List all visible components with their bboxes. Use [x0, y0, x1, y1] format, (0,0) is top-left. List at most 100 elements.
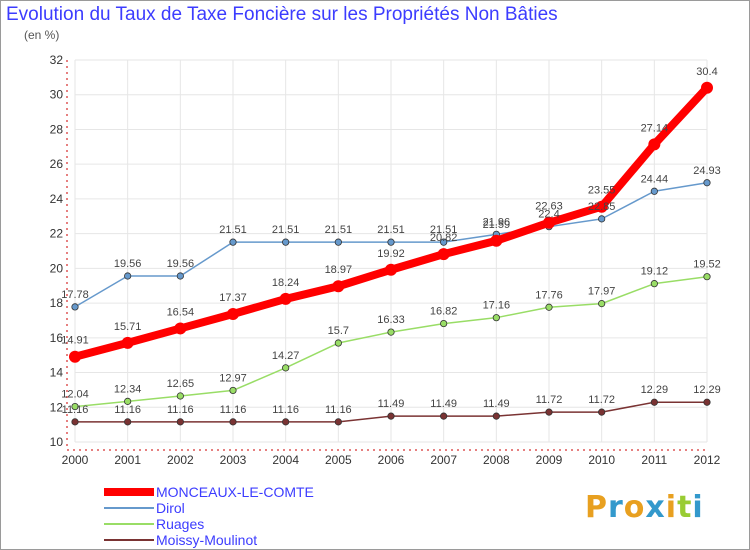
data-label: 19.92 — [377, 248, 405, 260]
data-label: 12.29 — [693, 384, 721, 396]
data-point — [492, 412, 500, 420]
y-tick-label: 12 — [50, 400, 64, 414]
legend-swatch-monceaux — [104, 488, 154, 496]
data-point — [282, 238, 290, 246]
data-label: 17.97 — [588, 286, 616, 298]
data-point — [229, 238, 237, 246]
data-point — [176, 418, 184, 426]
data-point — [385, 263, 397, 276]
y-tick-label: 24 — [50, 192, 64, 206]
data-point — [69, 350, 81, 363]
data-label: 20.82 — [430, 232, 458, 244]
x-tick-label: 2009 — [536, 453, 563, 467]
logo-letter: i — [692, 490, 704, 525]
data-point — [174, 322, 187, 335]
data-point — [440, 412, 448, 420]
data-label: 11.49 — [483, 398, 510, 410]
data-point — [124, 272, 132, 280]
data-point — [545, 303, 553, 311]
data-label: 24.93 — [693, 165, 721, 177]
y-tick-label: 32 — [50, 53, 64, 67]
y-tick-label: 10 — [50, 435, 64, 449]
data-point — [334, 339, 342, 347]
data-label: 14.27 — [272, 350, 300, 362]
legend-swatch-moissy — [104, 539, 154, 541]
data-point — [387, 412, 395, 420]
data-point — [124, 397, 132, 405]
legend-label-moissy: Moissy-Moulinot — [156, 532, 258, 548]
y-tick-label: 20 — [50, 261, 64, 275]
data-point — [71, 402, 79, 411]
data-point — [490, 234, 503, 247]
logo-letter: o — [623, 490, 646, 525]
data-label: 17.37 — [219, 292, 247, 304]
data-label: 21.96 — [483, 216, 511, 228]
data-label: 16.54 — [167, 306, 195, 318]
logo-letter: P — [585, 490, 608, 525]
data-point — [703, 179, 711, 187]
chart-title: Evolution du Taux de Taxe Foncière sur l… — [6, 4, 558, 25]
data-point — [176, 392, 184, 400]
data-point — [703, 398, 711, 406]
data-label: 21.51 — [272, 224, 300, 236]
data-label: 24.44 — [641, 173, 669, 185]
x-tick-label: 2010 — [588, 453, 615, 467]
legend-swatch-dirol — [104, 507, 154, 509]
data-point — [650, 280, 658, 288]
x-tick-label: 2005 — [325, 453, 352, 467]
data-label: 21.59 — [483, 219, 511, 231]
legend-swatch-ruages — [104, 523, 154, 525]
data-point — [648, 138, 661, 151]
data-label: 11.49 — [430, 398, 457, 410]
data-label: 30.4 — [696, 66, 717, 78]
logo-letter: i — [665, 490, 678, 525]
data-point — [334, 238, 342, 246]
x-tick-label: 2008 — [483, 453, 510, 467]
x-tick-label: 2003 — [220, 453, 247, 467]
y-tick-label: 14 — [50, 366, 64, 380]
data-label: 11.72 — [536, 394, 563, 406]
data-label: 12.97 — [219, 372, 247, 384]
data-label: 19.56 — [167, 258, 195, 270]
proxiti-logo: Proxiti — [585, 490, 704, 525]
data-label: 19.12 — [641, 266, 669, 278]
x-tick-label: 2006 — [378, 453, 405, 467]
data-point — [121, 336, 134, 349]
x-tick-label: 2000 — [62, 453, 89, 467]
legend-label-ruages: Ruages — [156, 516, 205, 532]
data-label: 14.91 — [61, 335, 89, 347]
data-point — [334, 418, 342, 426]
logo-letter: r — [608, 490, 624, 525]
data-point — [71, 303, 79, 311]
data-point — [543, 216, 555, 229]
logo-letter: x — [645, 490, 666, 525]
data-point — [124, 418, 132, 426]
data-label: 21.51 — [377, 224, 405, 236]
data-label: 21.51 — [219, 224, 247, 236]
data-point — [282, 364, 290, 372]
y-tick-label: 26 — [50, 157, 64, 171]
data-label: 27.14 — [641, 122, 669, 134]
data-label: 22.85 — [588, 201, 616, 213]
data-point — [598, 215, 606, 223]
data-label: 18.97 — [325, 264, 353, 276]
x-tick-label: 2002 — [167, 453, 194, 467]
data-point — [598, 408, 606, 416]
data-label: 11.16 — [114, 404, 141, 416]
data-point — [279, 292, 292, 305]
data-label: 17.16 — [483, 300, 511, 312]
data-point — [703, 273, 711, 281]
data-label: 16.33 — [377, 314, 405, 326]
data-point — [282, 418, 290, 426]
x-tick-label: 2004 — [272, 453, 299, 467]
data-point — [595, 200, 608, 213]
data-point — [227, 308, 239, 321]
data-point — [332, 280, 345, 293]
y-tick-label: 16 — [50, 331, 64, 345]
y-tick-label: 30 — [50, 88, 64, 102]
data-label: 12.04 — [61, 389, 89, 401]
data-label: 12.34 — [114, 383, 142, 395]
data-label: 11.16 — [272, 404, 299, 416]
data-label: 11.72 — [588, 394, 615, 406]
